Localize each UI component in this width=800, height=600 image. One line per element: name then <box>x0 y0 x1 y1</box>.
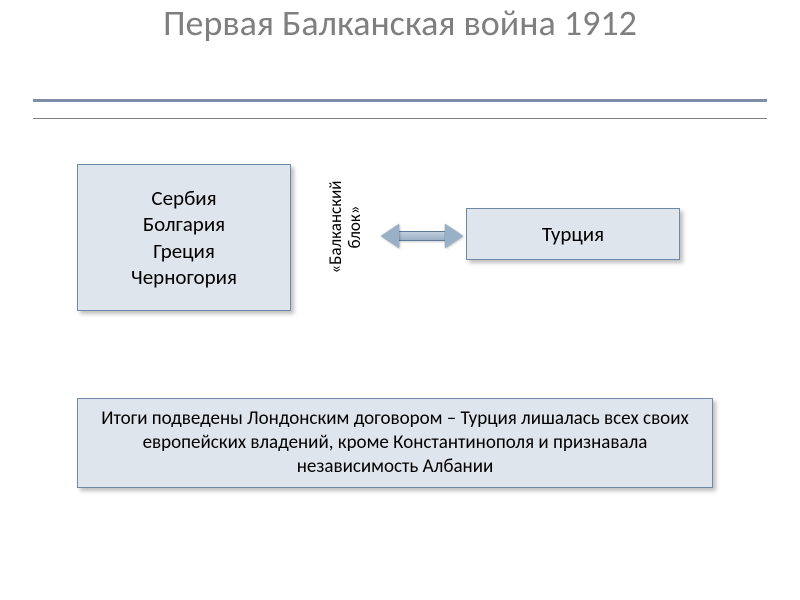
vlabel-line2: блок» <box>346 162 365 292</box>
double-arrow-icon <box>381 224 463 248</box>
arrow-head-left-icon <box>381 224 399 248</box>
turkey-box: Турция <box>466 208 680 260</box>
slide-title: Первая Балканская война 1912 <box>0 4 800 44</box>
balkan-bloc-label: «Балканский блок» <box>327 162 364 292</box>
title-rule <box>33 118 767 119</box>
slide-title-text: Первая Балканская война 1912 <box>163 1 637 45</box>
arrow-body <box>399 231 445 241</box>
turkey-label: Турция <box>477 221 669 247</box>
summary-box: Итоги подведены Лондонским договором – Т… <box>77 398 713 488</box>
allies-box: Сербия Болгария Греция Черногория <box>77 164 291 311</box>
ally-montenegro: Черногория <box>88 264 280 290</box>
title-underline <box>33 99 767 102</box>
vlabel-line1: «Балканский <box>327 162 346 292</box>
ally-serbia: Сербия <box>88 185 280 211</box>
ally-greece: Греция <box>88 238 280 264</box>
slide: { "title": { "text": "Первая Балканская … <box>0 0 800 600</box>
arrow-head-right-icon <box>445 224 463 248</box>
summary-text: Итоги подведены Лондонским договором – Т… <box>88 407 702 478</box>
ally-bulgaria: Болгария <box>88 211 280 237</box>
